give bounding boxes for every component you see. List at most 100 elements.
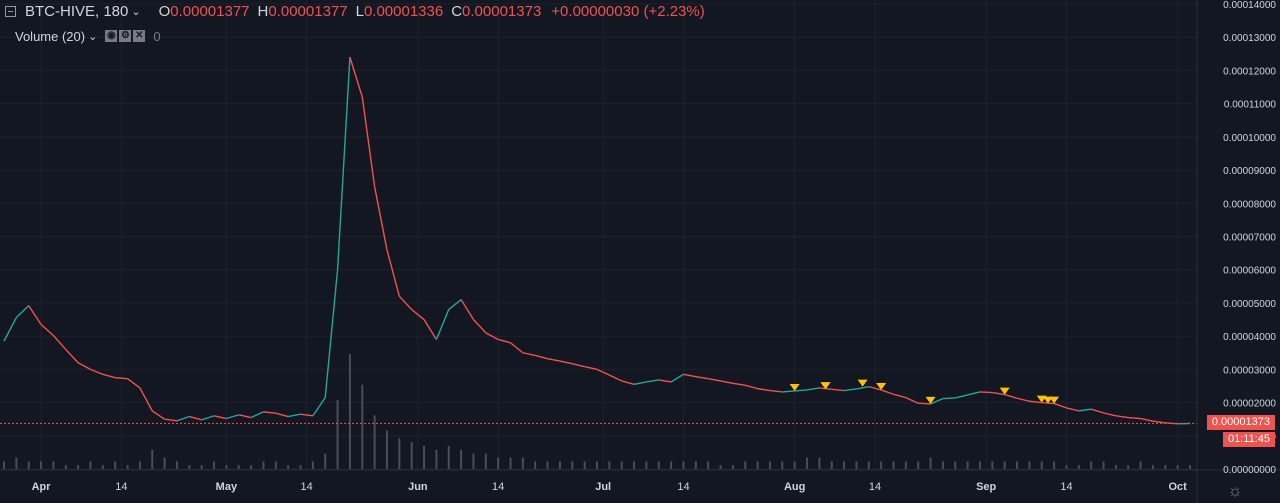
price-segment xyxy=(398,295,413,311)
volume-bar xyxy=(27,461,30,469)
price-segment xyxy=(979,391,993,394)
high-key: H xyxy=(257,2,269,20)
volume-bar xyxy=(867,461,870,469)
volume-bar xyxy=(324,453,327,469)
trade-marker-icon[interactable] xyxy=(789,383,800,391)
volume-bar xyxy=(138,461,141,469)
volume-bar xyxy=(336,400,339,469)
y-tick-label: 0.00014000 xyxy=(1223,0,1276,11)
price-segment xyxy=(497,338,511,344)
volume-bar xyxy=(633,461,636,469)
trade-marker-icon[interactable] xyxy=(857,379,868,387)
x-tick-label: Jun xyxy=(408,481,428,493)
x-tick-label: Jul xyxy=(595,481,611,493)
volume-bar xyxy=(781,461,784,469)
x-tick-label: May xyxy=(216,481,238,493)
x-tick-label: 14 xyxy=(301,481,313,493)
price-segment xyxy=(127,378,141,389)
volume-bar xyxy=(534,461,537,469)
volume-label[interactable]: Volume (20) xyxy=(15,28,86,44)
chevron-down-icon[interactable]: ⌄ xyxy=(88,30,98,43)
price-segment xyxy=(942,397,956,400)
price-segment xyxy=(448,299,462,311)
price-segment xyxy=(1053,402,1067,409)
price-segment xyxy=(633,381,647,385)
price-segment xyxy=(868,385,882,391)
price-segment xyxy=(880,389,894,395)
volume-bar xyxy=(237,465,240,469)
volume-bar xyxy=(101,465,104,469)
volume-bar xyxy=(892,461,895,469)
volume-bar xyxy=(423,446,426,469)
y-tick-label: 0.00004000 xyxy=(1223,332,1276,343)
volume-bar xyxy=(52,461,55,469)
price-segment xyxy=(275,412,289,418)
volume-bar xyxy=(509,457,512,469)
close-key: C xyxy=(451,2,463,20)
x-tick-label: Aug xyxy=(784,481,805,493)
chevron-down-icon[interactable]: ⌄ xyxy=(131,5,141,18)
price-segment xyxy=(596,368,610,376)
volume-value: 0 xyxy=(153,28,161,44)
volume-bar xyxy=(126,465,129,469)
price-segment xyxy=(1029,400,1042,404)
open-value: 0.00001377 xyxy=(170,2,250,20)
price-segment xyxy=(720,380,734,384)
volume-bar xyxy=(1102,461,1105,469)
volume-bar xyxy=(707,461,710,469)
price-segment xyxy=(312,397,326,417)
x-tick-label: 14 xyxy=(677,481,689,493)
volume-bar xyxy=(348,354,351,469)
volume-bar xyxy=(114,461,117,469)
collapse-icon[interactable] xyxy=(5,5,16,17)
volume-bar xyxy=(843,461,846,469)
close-icon[interactable]: ✕ xyxy=(133,30,146,42)
trade-marker-icon[interactable] xyxy=(820,382,831,390)
y-tick-label: 0.00000000 xyxy=(1223,465,1276,476)
trade-marker-icon[interactable] xyxy=(999,387,1010,395)
volume-bar xyxy=(558,461,561,469)
volume-bar xyxy=(151,449,154,469)
volume-bar xyxy=(694,461,697,469)
volume-bar xyxy=(991,461,994,469)
price-segment xyxy=(1128,416,1141,420)
price-segment xyxy=(1165,422,1178,425)
volume-bar xyxy=(163,457,166,469)
volume-bar xyxy=(768,461,771,469)
volume-bar xyxy=(731,465,734,469)
price-segment xyxy=(324,269,339,398)
price-segment xyxy=(782,390,795,393)
price-segment xyxy=(609,374,623,382)
price-segment xyxy=(856,385,869,390)
volume-bar xyxy=(299,465,302,469)
price-segment xyxy=(263,411,276,414)
price-segment xyxy=(102,373,116,379)
y-tick-label: 0.00003000 xyxy=(1223,365,1276,376)
volume-bar xyxy=(497,457,500,469)
symbol-label[interactable]: BTC-HIVE, 180 xyxy=(25,2,129,20)
trade-marker-icon[interactable] xyxy=(1049,396,1060,404)
price-segment xyxy=(411,309,425,321)
eye-icon[interactable]: ◉ xyxy=(105,30,118,42)
volume-bar xyxy=(213,461,216,469)
volume-bar xyxy=(1189,465,1191,469)
volume-bar xyxy=(608,461,611,469)
trade-marker-icon[interactable] xyxy=(925,396,936,404)
gear-icon[interactable]: ☼ xyxy=(1227,481,1243,500)
y-tick-label: 0.00012000 xyxy=(1223,66,1276,77)
price-segment xyxy=(373,186,388,250)
price-segment xyxy=(361,96,376,187)
price-segment xyxy=(1090,408,1104,414)
volume-bar xyxy=(1003,461,1006,469)
volume-bar xyxy=(583,461,586,469)
volume-bar xyxy=(1090,461,1093,469)
trade-marker-icon[interactable] xyxy=(876,382,887,390)
price-segment xyxy=(992,391,1005,396)
settings-icon[interactable]: ⚙ xyxy=(119,30,132,42)
price-segment xyxy=(423,319,437,340)
volume-bar xyxy=(250,465,253,469)
y-tick-label: 0.00009000 xyxy=(1223,166,1276,177)
y-tick-label: 0.00006000 xyxy=(1223,266,1276,277)
volume-bar xyxy=(1164,465,1167,469)
